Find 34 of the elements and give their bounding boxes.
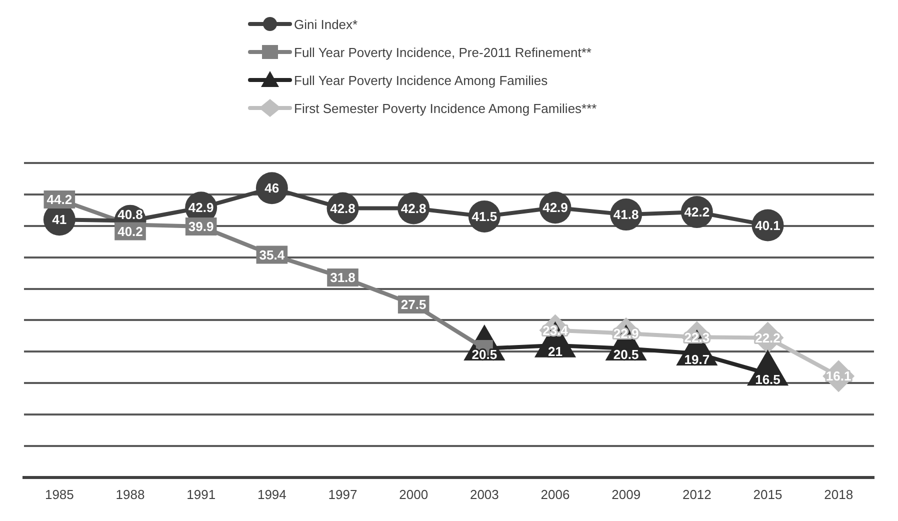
x-tick-label: 1985 xyxy=(44,486,74,502)
data-label: 41.5 xyxy=(472,209,498,224)
data-label: 40.8 xyxy=(118,206,143,222)
data-label: 42.8 xyxy=(330,200,356,216)
data-label: 42.8 xyxy=(400,200,426,216)
x-tick-label: 2003 xyxy=(470,486,499,502)
data-label: 41 xyxy=(52,212,67,228)
data-label: 16.5 xyxy=(755,372,780,388)
x-tick-label: 2000 xyxy=(399,486,428,502)
x-tick-label: 1988 xyxy=(116,486,145,502)
data-label: 46 xyxy=(264,180,280,196)
data-label: 20.5 xyxy=(613,347,639,362)
x-tick-label: 2012 xyxy=(682,486,712,502)
data-label: 42.9 xyxy=(542,200,568,216)
data-label: 41.8 xyxy=(613,207,639,222)
x-tick-label: 1991 xyxy=(186,486,216,502)
legend-label: Full Year Poverty Incidence, Pre-2011 Refinement** xyxy=(294,44,592,60)
x-tick-label: 2006 xyxy=(540,486,570,502)
x-tick-label: 2009 xyxy=(612,486,641,502)
legend-label: Full Year Poverty Incidence Among Families xyxy=(294,72,548,88)
legend-label: First Semester Poverty Incidence Among Families*** xyxy=(294,100,597,116)
data-label: 42.2 xyxy=(684,204,710,220)
data-label: 40.2 xyxy=(118,224,143,239)
data-label: 40.1 xyxy=(755,218,780,233)
x-tick-label: 1997 xyxy=(328,486,358,502)
legend-label: Gini Index* xyxy=(294,16,358,32)
x-tick-label: 2015 xyxy=(753,486,782,502)
x-tick-label: 1994 xyxy=(257,486,286,502)
data-label: 42.9 xyxy=(188,200,214,216)
data-label: 19.7 xyxy=(684,352,710,368)
x-tick-label: 2018 xyxy=(824,486,854,502)
data-label: 16.1 xyxy=(826,368,852,384)
data-label: 22.2 xyxy=(755,330,780,346)
data-label: 21 xyxy=(548,344,562,359)
